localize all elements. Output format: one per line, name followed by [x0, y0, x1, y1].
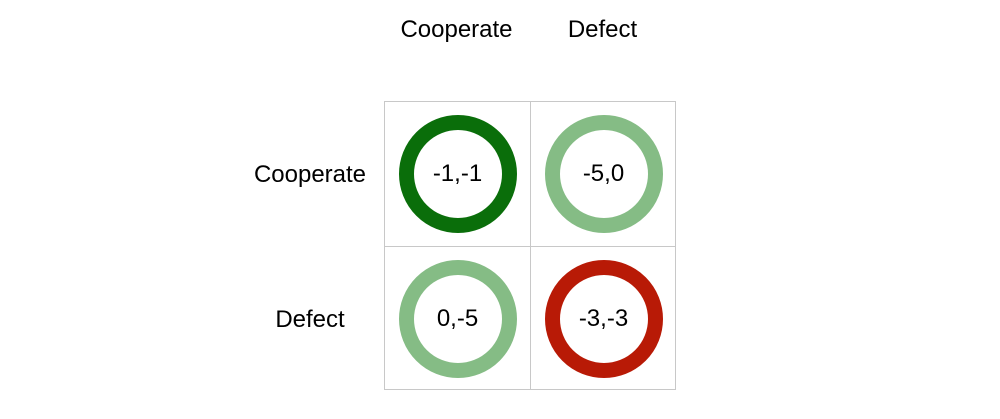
payoff-ring: -1,-1: [398, 115, 517, 233]
cell-defect-cooperate: 0,-5: [385, 247, 530, 391]
cell-defect-defect: -3,-3: [531, 247, 676, 391]
row-header-cooperate: Cooperate: [253, 161, 367, 188]
cell-cooperate-cooperate: -1,-1: [385, 102, 530, 246]
matrix-horizontal-divider: [385, 246, 675, 247]
matrix-vertical-divider: [530, 102, 531, 389]
payoff-value: -5,0: [582, 160, 625, 187]
payoff-matrix: -1,-1 -5,0 0,-5 -3,-3: [384, 101, 676, 390]
column-header-cooperate: Cooperate: [400, 16, 513, 43]
payoff-value: 0,-5: [436, 305, 479, 332]
payoff-ring: -3,-3: [544, 260, 663, 378]
payoff-ring: 0,-5: [398, 260, 517, 378]
column-header-defect: Defect: [567, 16, 638, 43]
row-header-defect: Defect: [275, 306, 345, 333]
cell-cooperate-defect: -5,0: [531, 102, 676, 246]
payoff-value: -1,-1: [432, 160, 483, 187]
payoff-value: -3,-3: [578, 305, 629, 332]
payoff-ring: -5,0: [544, 115, 663, 233]
